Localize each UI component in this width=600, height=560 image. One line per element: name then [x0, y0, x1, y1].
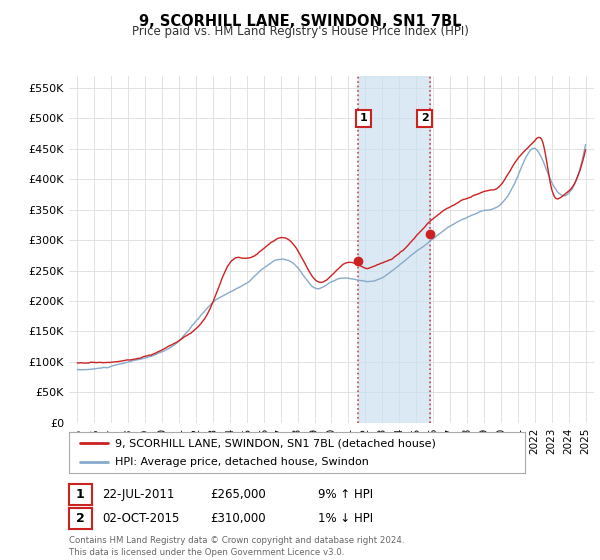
Text: Price paid vs. HM Land Registry's House Price Index (HPI): Price paid vs. HM Land Registry's House …: [131, 25, 469, 38]
Text: 22-JUL-2011: 22-JUL-2011: [102, 488, 175, 501]
Text: 9, SCORHILL LANE, SWINDON, SN1 7BL: 9, SCORHILL LANE, SWINDON, SN1 7BL: [139, 14, 461, 29]
Text: 2: 2: [421, 113, 428, 123]
Text: Contains HM Land Registry data © Crown copyright and database right 2024.
This d: Contains HM Land Registry data © Crown c…: [69, 536, 404, 557]
Text: 9% ↑ HPI: 9% ↑ HPI: [318, 488, 373, 501]
Text: 2: 2: [76, 512, 85, 525]
Text: HPI: Average price, detached house, Swindon: HPI: Average price, detached house, Swin…: [115, 457, 368, 467]
Text: 02-OCT-2015: 02-OCT-2015: [102, 512, 179, 525]
Text: 1% ↓ HPI: 1% ↓ HPI: [318, 512, 373, 525]
Text: 1: 1: [76, 488, 85, 501]
Text: £310,000: £310,000: [210, 512, 266, 525]
Bar: [358, 76, 430, 423]
Text: 9, SCORHILL LANE, SWINDON, SN1 7BL (detached house): 9, SCORHILL LANE, SWINDON, SN1 7BL (deta…: [115, 438, 436, 449]
Text: 1: 1: [360, 113, 368, 123]
Text: £265,000: £265,000: [210, 488, 266, 501]
